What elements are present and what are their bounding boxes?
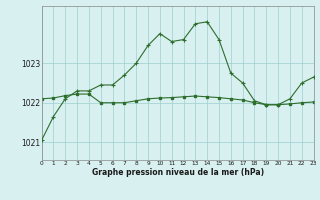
- X-axis label: Graphe pression niveau de la mer (hPa): Graphe pression niveau de la mer (hPa): [92, 168, 264, 177]
